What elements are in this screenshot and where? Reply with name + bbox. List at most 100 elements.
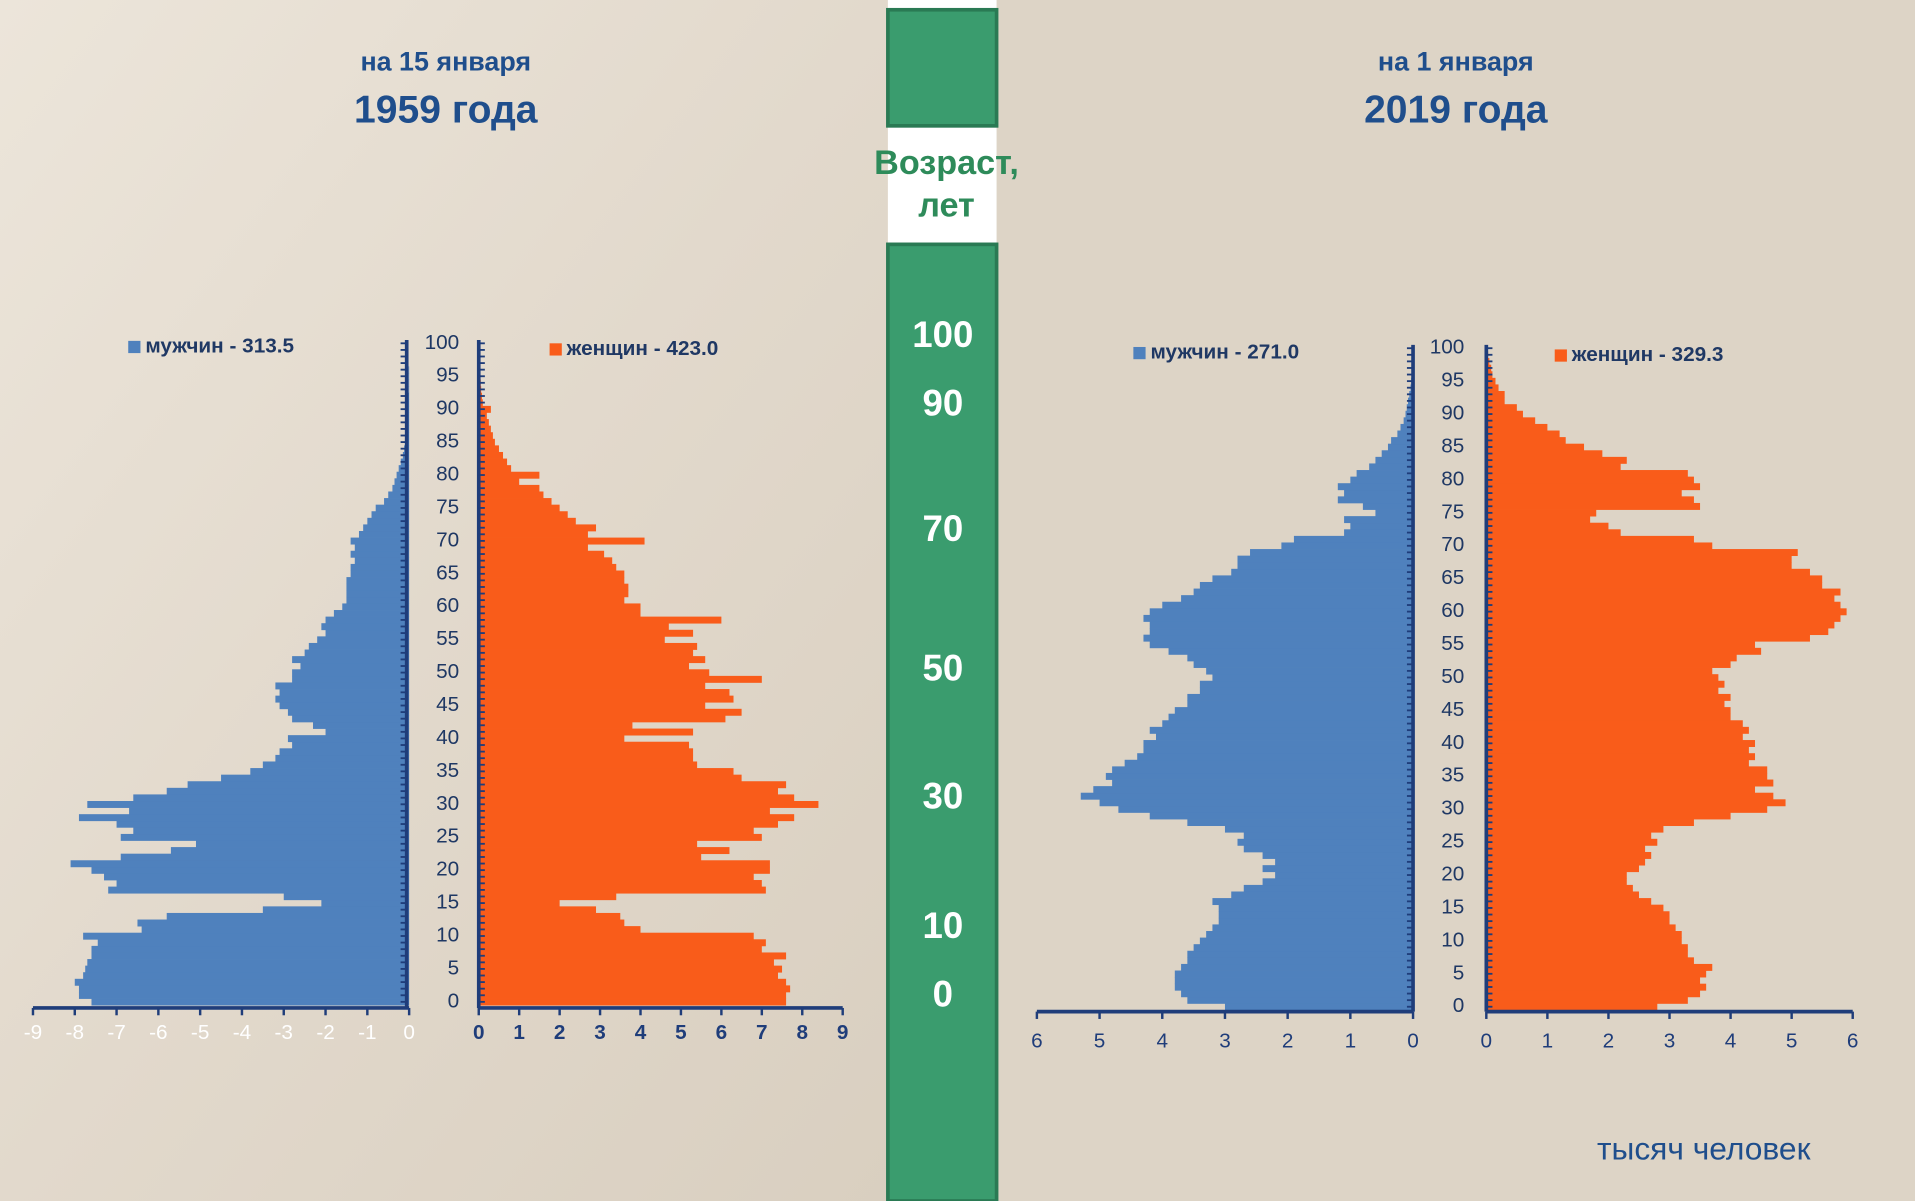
bar	[1486, 700, 1725, 708]
bar	[346, 583, 410, 591]
bar	[1187, 819, 1414, 827]
bar	[1486, 871, 1627, 879]
bar	[1486, 641, 1756, 649]
bar	[1181, 990, 1414, 998]
bar	[1168, 647, 1414, 655]
x-tick-label: 9	[837, 1021, 849, 1044]
bar	[1486, 753, 1756, 761]
bar	[1212, 898, 1414, 906]
bar	[1486, 595, 1835, 603]
bar	[478, 866, 770, 874]
bar	[478, 458, 508, 466]
bar	[1237, 838, 1414, 846]
bar	[91, 866, 410, 874]
bar	[478, 636, 665, 644]
bar	[1486, 470, 1688, 477]
bar	[1212, 674, 1414, 682]
bar	[478, 873, 754, 881]
bar	[292, 656, 410, 664]
bar	[1099, 799, 1414, 807]
bar	[1486, 819, 1694, 827]
x-tick-label: 2	[1282, 1030, 1294, 1053]
bar	[478, 728, 694, 736]
bar	[478, 695, 734, 703]
bar	[325, 616, 410, 624]
x-tick-label: 1	[1542, 1030, 1554, 1053]
bar	[1486, 680, 1725, 688]
y-tick-label: 50	[436, 660, 459, 683]
bar	[384, 498, 410, 506]
bar	[1486, 963, 1713, 971]
bar	[1486, 608, 1847, 616]
bar	[1486, 911, 1670, 919]
bar	[1486, 766, 1768, 774]
bar	[1486, 674, 1719, 682]
y-tick-label: 60	[436, 594, 459, 617]
bar	[1143, 614, 1414, 622]
bar	[1293, 535, 1414, 543]
bar	[300, 662, 410, 670]
bar	[1486, 667, 1713, 675]
bar	[478, 596, 625, 604]
bar	[478, 524, 597, 532]
bar	[1486, 865, 1639, 873]
bar	[1486, 423, 1548, 431]
bar	[478, 530, 588, 538]
bar	[1486, 430, 1560, 438]
bar	[1362, 502, 1414, 510]
bar	[478, 965, 783, 973]
bar	[1149, 726, 1414, 734]
bar	[1486, 983, 1707, 991]
bar	[478, 735, 625, 743]
bar	[321, 623, 410, 631]
bar	[478, 939, 766, 947]
bar	[292, 715, 410, 723]
chart-title: 1959 года	[354, 89, 538, 132]
bar	[1344, 529, 1414, 537]
bar	[478, 860, 770, 868]
bar	[1486, 878, 1627, 886]
x-tick-label: 0	[473, 1021, 485, 1044]
bar	[129, 807, 410, 815]
bar	[1486, 562, 1792, 570]
bar	[1344, 489, 1414, 497]
bar	[478, 682, 706, 690]
x-tick-label: 0	[403, 1021, 415, 1044]
age-mark: 0	[933, 974, 953, 1015]
y-tick-label: 55	[1441, 632, 1464, 655]
x-tick-label: 6	[1031, 1030, 1043, 1053]
bar	[1486, 957, 1694, 965]
bar	[1486, 437, 1566, 445]
bar	[1486, 845, 1646, 853]
bar	[478, 649, 694, 657]
bar	[1486, 792, 1774, 800]
legend-swatch	[128, 340, 141, 354]
bar	[116, 820, 410, 828]
y-tick-label: 90	[1441, 402, 1464, 425]
bar	[308, 642, 410, 650]
bar	[283, 893, 410, 901]
y-tick-label: 95	[436, 364, 459, 387]
bar	[1218, 904, 1414, 912]
bar	[287, 735, 410, 743]
bar	[1486, 733, 1743, 741]
bar	[478, 781, 787, 789]
bar	[1337, 496, 1414, 504]
bar	[1149, 812, 1414, 820]
y-tick-label: 80	[436, 463, 459, 486]
bar	[292, 741, 410, 749]
bar	[279, 702, 410, 710]
bar	[1486, 977, 1701, 985]
bar	[1486, 687, 1719, 695]
bar	[478, 807, 770, 815]
bar	[478, 669, 710, 677]
bar	[1486, 812, 1731, 820]
bar	[1486, 713, 1731, 721]
bar	[478, 932, 754, 940]
bar	[478, 557, 613, 565]
bar	[1187, 957, 1414, 965]
bar	[1168, 713, 1414, 721]
bar	[1486, 1003, 1658, 1011]
bar	[1486, 581, 1823, 589]
bar	[1397, 430, 1414, 438]
